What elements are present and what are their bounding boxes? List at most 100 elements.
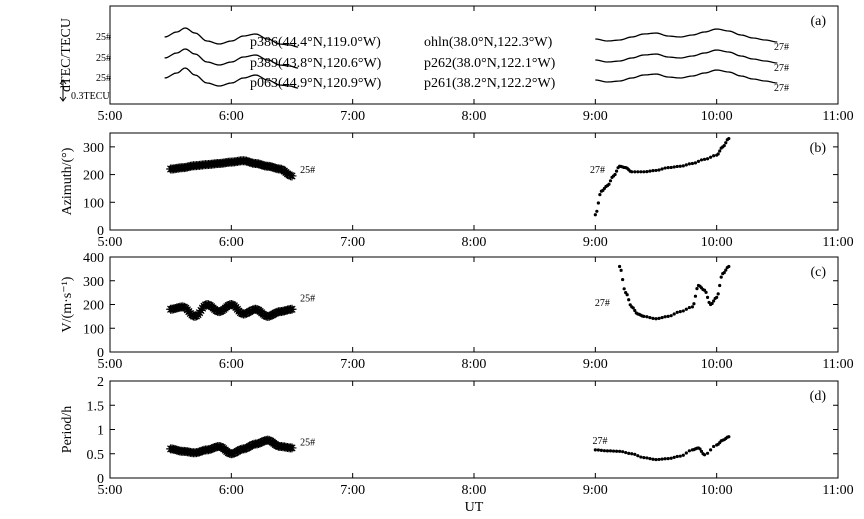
- x-tick-label: 8:00: [462, 235, 487, 250]
- data-point: [633, 452, 637, 456]
- data-point: [599, 448, 604, 452]
- data-point: [709, 448, 713, 452]
- data-point: [719, 275, 723, 279]
- y-axis-label: V/(m·s⁻¹): [60, 276, 75, 332]
- data-point: [710, 301, 714, 306]
- y-tick-label: 300: [83, 275, 104, 290]
- x-tick-label: 8:00: [462, 357, 487, 372]
- data-point: [648, 457, 652, 461]
- data-point: [254, 438, 264, 448]
- y-axis-label: Azimuth/(°): [60, 147, 75, 215]
- data-point: [666, 166, 670, 170]
- dtec-curve: [164, 67, 299, 89]
- data-point: [633, 308, 637, 313]
- scale-bar-arrow-up: [59, 79, 67, 85]
- y-tick-label: 0: [97, 472, 104, 487]
- data-point: [712, 299, 716, 303]
- data-point: [690, 305, 695, 309]
- x-tick-label: 10:00: [701, 235, 733, 250]
- data-point: [684, 163, 688, 167]
- data-point: [705, 295, 710, 299]
- data-point: [630, 452, 634, 456]
- y-tick-label: 300: [83, 141, 104, 156]
- data-point: [663, 166, 667, 170]
- data-point: [687, 449, 691, 453]
- data-point: [595, 209, 599, 213]
- y-tick-label: 400: [83, 251, 104, 266]
- x-tick-label: 6:00: [219, 109, 244, 124]
- x-tick-label: 7:00: [340, 483, 365, 498]
- station-label: p261(38.2°N,122.2°W): [424, 76, 556, 91]
- data-point: [704, 290, 708, 294]
- data-point: [669, 456, 673, 460]
- x-axis-label: UT: [465, 500, 484, 515]
- y-tick-label: 2: [97, 375, 104, 390]
- dtec-curve: [164, 27, 299, 48]
- data-point: [642, 170, 646, 174]
- panel-d: 5:00 6:00 7:00 8:00 9:00 10:00 11:00 (d) Period/…: [60, 375, 854, 498]
- series-25: [166, 156, 297, 181]
- series-27: [593, 435, 731, 462]
- scale-bar-arrow-down: [59, 96, 67, 102]
- y-tick-label: 1: [97, 424, 104, 439]
- data-point: [607, 182, 611, 186]
- station-label: p389(43.8°N,120.6°W): [250, 56, 382, 71]
- data-point: [693, 294, 698, 298]
- data-point: [654, 168, 658, 173]
- series-tag: 25#: [300, 438, 315, 449]
- data-point: [642, 456, 646, 460]
- data-point: [630, 170, 634, 174]
- data-point: [681, 164, 685, 168]
- x-tick-label: 9:00: [583, 357, 608, 372]
- data-point: [684, 307, 688, 311]
- data-point: [287, 304, 297, 314]
- data-point: [598, 193, 602, 197]
- data-point: [611, 449, 616, 453]
- series-25: [166, 300, 297, 321]
- data-point: [625, 293, 629, 297]
- data-point: [678, 164, 682, 168]
- data-point: [605, 449, 610, 453]
- data-point: [669, 314, 673, 318]
- data-point: [672, 165, 676, 169]
- x-tick-label: 11:00: [822, 357, 853, 372]
- x-tick-label: 10:00: [701, 483, 733, 498]
- data-point: [619, 268, 623, 272]
- data-point: [684, 451, 688, 455]
- data-point: [696, 159, 701, 164]
- data-point: [621, 277, 625, 282]
- data-point: [672, 455, 676, 459]
- data-point: [660, 167, 664, 171]
- data-point: [718, 149, 722, 153]
- data-point: [645, 456, 649, 460]
- x-tick-label: 6:00: [219, 235, 244, 250]
- y-axis-label: Period/h: [60, 406, 75, 453]
- panel-label: (a): [810, 14, 826, 29]
- data-point: [645, 169, 649, 174]
- data-point: [727, 136, 731, 141]
- data-point: [608, 449, 613, 453]
- dtec-curve: [595, 49, 778, 64]
- y-tick-label: 0.5: [87, 448, 105, 463]
- data-point: [593, 213, 597, 217]
- y-tick-label: 100: [83, 196, 104, 211]
- y-tick-label: 0: [97, 346, 104, 361]
- data-point: [663, 315, 667, 319]
- data-point: [678, 454, 682, 458]
- series-tag: 25#: [96, 73, 111, 84]
- data-point: [648, 315, 652, 320]
- data-point: [651, 457, 655, 461]
- x-tick-label: 5:00: [98, 483, 123, 498]
- series-tag: 25#: [96, 53, 111, 64]
- data-point: [639, 455, 643, 459]
- x-tick-label: 7:00: [340, 357, 365, 372]
- panel-a: 5:00 6:00 7:00 8:00 9:00 10:00 11:00 (a) dTEC/TE…: [59, 5, 854, 124]
- data-point: [207, 444, 217, 454]
- data-point: [622, 287, 626, 291]
- data-point: [614, 169, 619, 173]
- data-point: [705, 157, 710, 161]
- x-tick-label: 7:00: [340, 235, 365, 250]
- data-point: [666, 457, 670, 461]
- data-point: [678, 310, 682, 314]
- plot-frame: [109, 256, 839, 353]
